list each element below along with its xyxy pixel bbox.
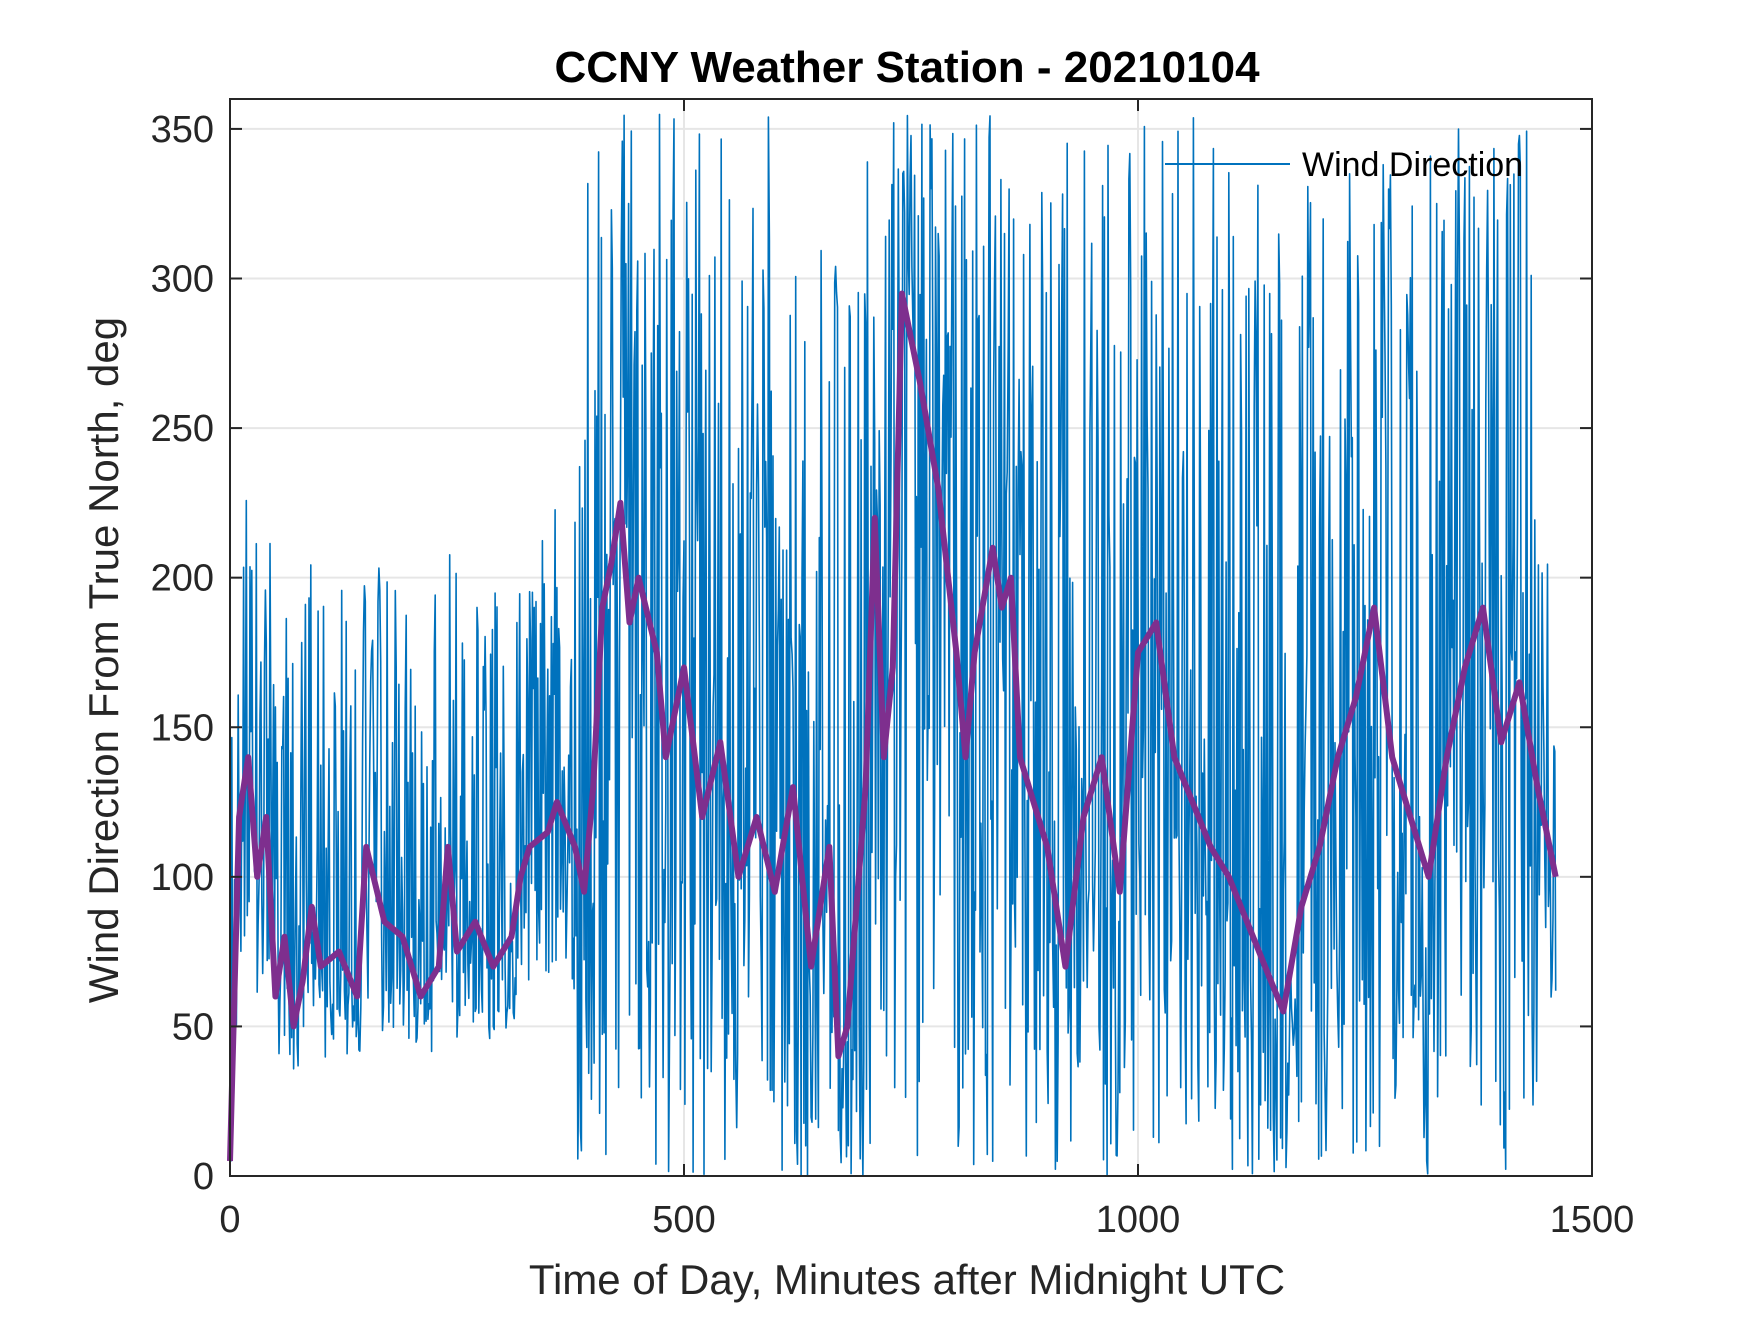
y-tick-label: 350 bbox=[151, 109, 214, 151]
axes-box bbox=[229, 98, 1593, 1177]
y-tick-label: 250 bbox=[151, 408, 214, 450]
y-tick-label: 200 bbox=[151, 558, 214, 600]
x-tick-label: 500 bbox=[652, 1199, 715, 1241]
x-tick-label: 1000 bbox=[1096, 1199, 1181, 1241]
y-tick-label: 0 bbox=[193, 1156, 214, 1198]
series-line-smoothed bbox=[227, 290, 1559, 1162]
chart-title: CCNY Weather Station - 20210104 bbox=[554, 43, 1260, 92]
series-layer bbox=[227, 113, 1559, 1177]
x-tick-label: 1500 bbox=[1550, 1199, 1635, 1241]
legend-label-wind-direction: Wind Direction bbox=[1302, 146, 1523, 184]
x-tick-label: 0 bbox=[219, 1199, 240, 1241]
legend[interactable]: Wind Direction bbox=[1165, 146, 1523, 184]
y-axis-label: Wind Direction From True North, deg bbox=[80, 317, 127, 1003]
y-tick-label: 50 bbox=[172, 1006, 214, 1048]
y-tick-label: 300 bbox=[151, 259, 214, 301]
x-axis-label: Time of Day, Minutes after Midnight UTC bbox=[529, 1256, 1285, 1303]
y-tick-label: 150 bbox=[151, 707, 214, 749]
y-tick-label: 100 bbox=[151, 857, 214, 899]
tick-labels: 0 500 1000 1500 0 50 100 150 200 250 300 350 bbox=[151, 109, 1635, 1241]
